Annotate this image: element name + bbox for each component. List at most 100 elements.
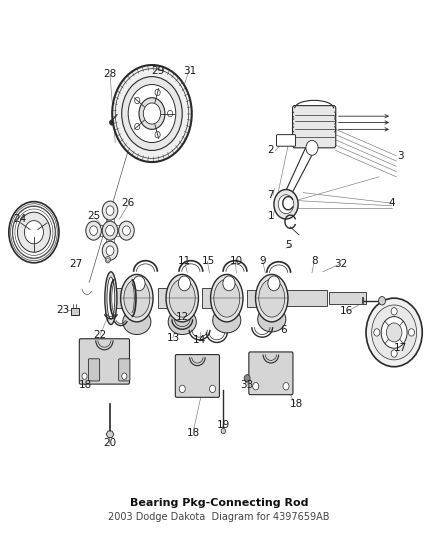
Circle shape [106, 225, 114, 236]
Ellipse shape [211, 274, 243, 322]
Ellipse shape [166, 274, 198, 322]
Circle shape [18, 212, 50, 252]
Circle shape [9, 201, 59, 263]
FancyBboxPatch shape [293, 106, 336, 148]
Circle shape [106, 206, 114, 215]
Circle shape [13, 206, 55, 258]
FancyBboxPatch shape [114, 288, 134, 308]
FancyBboxPatch shape [71, 308, 79, 315]
Text: 32: 32 [334, 259, 348, 269]
Circle shape [90, 226, 98, 236]
Circle shape [274, 190, 298, 219]
Circle shape [278, 195, 294, 214]
Circle shape [408, 329, 414, 336]
Circle shape [221, 429, 226, 434]
Text: 26: 26 [122, 198, 135, 208]
Ellipse shape [123, 309, 151, 335]
Ellipse shape [259, 279, 285, 317]
Text: 24: 24 [14, 214, 27, 224]
Text: 18: 18 [187, 427, 200, 438]
Circle shape [106, 246, 114, 255]
Text: 10: 10 [230, 256, 243, 266]
Circle shape [139, 98, 165, 130]
Circle shape [102, 221, 118, 240]
Polygon shape [106, 431, 114, 438]
Ellipse shape [107, 277, 115, 319]
Circle shape [179, 385, 185, 393]
Text: 25: 25 [87, 212, 100, 221]
Ellipse shape [169, 279, 195, 317]
Circle shape [102, 241, 118, 260]
Ellipse shape [105, 272, 117, 325]
Circle shape [122, 77, 182, 150]
Text: 11: 11 [178, 256, 191, 266]
Text: 18: 18 [290, 399, 304, 409]
Circle shape [374, 329, 380, 336]
Text: 19: 19 [217, 419, 230, 430]
Ellipse shape [120, 274, 153, 322]
Text: Bearing Pkg-Connecting Rod: Bearing Pkg-Connecting Rod [130, 498, 308, 508]
Ellipse shape [214, 279, 240, 317]
Text: 22: 22 [93, 330, 107, 340]
Circle shape [82, 373, 87, 379]
Circle shape [102, 201, 118, 220]
FancyBboxPatch shape [284, 290, 327, 306]
Circle shape [134, 98, 140, 104]
Text: 3: 3 [397, 151, 404, 161]
Text: 9: 9 [259, 256, 265, 266]
Text: 29: 29 [151, 66, 164, 76]
Text: 15: 15 [201, 256, 215, 266]
Text: 1: 1 [268, 212, 274, 221]
Ellipse shape [168, 309, 196, 335]
Text: 23: 23 [57, 305, 70, 315]
Circle shape [378, 296, 385, 305]
FancyBboxPatch shape [79, 339, 130, 384]
FancyBboxPatch shape [88, 359, 100, 381]
FancyBboxPatch shape [249, 352, 293, 394]
Text: 2003 Dodge Dakota  Diagram for 4397659AB: 2003 Dodge Dakota Diagram for 4397659AB [108, 512, 330, 522]
Ellipse shape [124, 279, 150, 317]
Circle shape [244, 375, 250, 382]
Text: 18: 18 [78, 380, 92, 390]
Text: 20: 20 [103, 438, 117, 448]
Circle shape [128, 85, 176, 142]
Circle shape [112, 65, 192, 162]
Text: 4: 4 [389, 198, 395, 208]
Ellipse shape [178, 276, 191, 291]
Circle shape [209, 385, 215, 393]
FancyBboxPatch shape [202, 288, 223, 308]
Text: 6: 6 [281, 325, 287, 335]
Circle shape [122, 373, 127, 379]
FancyBboxPatch shape [276, 135, 296, 146]
Circle shape [386, 323, 402, 342]
Circle shape [105, 256, 110, 263]
Text: 16: 16 [340, 306, 353, 316]
Circle shape [110, 120, 114, 125]
Circle shape [391, 308, 397, 315]
Circle shape [155, 90, 160, 95]
Text: 5: 5 [285, 240, 292, 251]
Circle shape [86, 221, 101, 240]
Circle shape [306, 140, 318, 155]
Circle shape [381, 317, 407, 348]
Text: 33: 33 [240, 380, 254, 390]
Text: 28: 28 [103, 69, 117, 79]
Text: 7: 7 [268, 190, 274, 200]
Text: 2: 2 [268, 146, 274, 156]
Circle shape [253, 383, 259, 390]
Circle shape [134, 124, 140, 130]
Ellipse shape [258, 306, 286, 332]
Circle shape [106, 258, 109, 261]
Circle shape [168, 110, 173, 117]
Ellipse shape [213, 308, 241, 333]
Ellipse shape [268, 276, 280, 291]
Ellipse shape [255, 274, 288, 322]
Text: 8: 8 [311, 256, 318, 266]
FancyBboxPatch shape [119, 359, 130, 381]
Text: 12: 12 [176, 312, 189, 321]
Circle shape [372, 305, 417, 360]
Circle shape [123, 226, 131, 236]
Circle shape [391, 350, 397, 357]
Circle shape [25, 221, 43, 244]
Text: 14: 14 [193, 335, 206, 345]
